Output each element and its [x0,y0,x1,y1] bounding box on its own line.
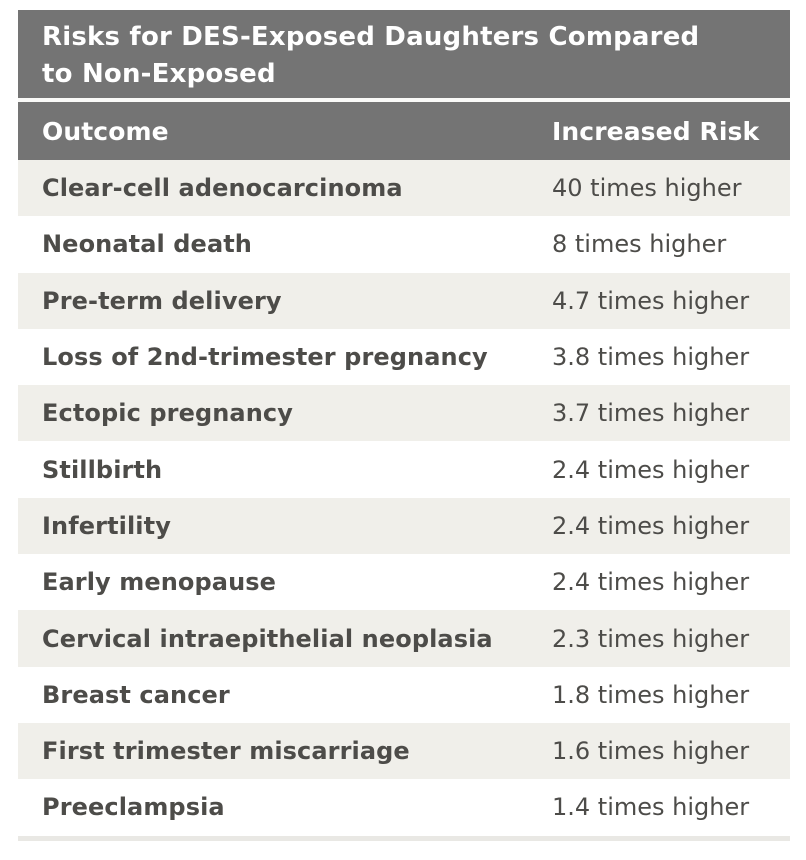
table-row: Pre-term delivery 4.7 times higher [18,272,790,329]
risk-cell: 3.8 times higher [552,343,750,372]
outcome-cell: Clear-cell adenocarcinoma [42,174,403,203]
risk-cell: 2.4 times higher [552,511,750,540]
table-row: Early menopause 2.4 times higher [18,554,790,611]
risk-cell: 1.8 times higher [552,680,750,709]
outcome-cell: Cervical intraepithelial neoplasia [42,624,493,653]
risk-cell: 1.6 times higher [552,737,750,766]
table-title: Risks for DES-Exposed Daughters Compared… [18,10,790,98]
outcome-cell: First trimester miscarriage [42,737,410,766]
outcome-cell: Stillbirth [42,455,163,484]
outcome-cell: Early menopause [42,568,277,597]
outcome-cell: Pre-term delivery [42,286,282,315]
table-row: Stillbirth 2.4 times higher [18,441,790,498]
table-row: Loss of 2nd-trimester pregnancy 3.8 time… [18,328,790,386]
outcome-cell: Breast cancer [42,680,230,709]
table-row: Infertility 2.4 times higher [18,497,790,555]
outcome-cell: Infertility [42,511,171,540]
risk-table: Risks for DES-Exposed Daughters Compared… [18,10,790,841]
column-header-risk: Increased Risk [552,116,760,146]
table-title-line-2: to Non-Exposed [42,59,276,89]
table-title-line-1: Risks for DES-Exposed Daughters Compared [42,22,700,52]
column-header-outcome: Outcome [42,116,169,146]
outcome-cell: Loss of 2nd-trimester pregnancy [42,343,488,372]
title-header-divider [18,98,790,102]
risk-cell: 1.4 times higher [552,793,750,822]
outcome-cell: Preeclampsia [42,793,225,822]
table-body: Clear-cell adenocarcinoma 40 times highe… [18,160,790,836]
outcome-cell: Neonatal death [42,230,252,259]
table-bottom-edge [18,835,790,841]
table-row: Breast cancer 1.8 times higher [18,666,790,723]
table-row: Preeclampsia 1.4 times higher [18,779,790,836]
risk-cell: 8 times higher [552,230,727,259]
risk-cell: 2.4 times higher [552,568,750,597]
outcome-cell: Ectopic pregnancy [42,399,293,428]
table-row: Cervical intraepithelial neoplasia 2.3 t… [18,610,790,667]
risk-cell: 40 times higher [552,174,742,203]
table-row: Ectopic pregnancy 3.7 times higher [18,385,790,442]
table-row: Clear-cell adenocarcinoma 40 times highe… [18,160,790,217]
table-row: First trimester miscarriage 1.6 times hi… [18,722,790,780]
risk-cell: 3.7 times higher [552,399,750,428]
column-header-row: Outcome Increased Risk [18,102,790,160]
table-row: Neonatal death 8 times higher [18,216,790,273]
risk-cell: 2.3 times higher [552,624,750,653]
risk-cell: 2.4 times higher [552,455,750,484]
risk-cell: 4.7 times higher [552,286,750,315]
